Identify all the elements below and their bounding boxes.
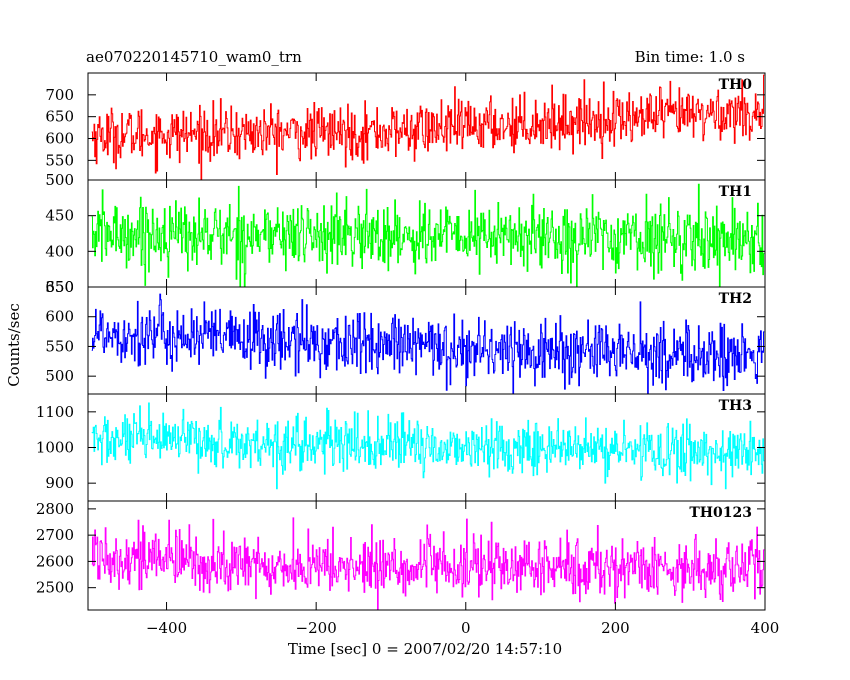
panel-th2: 500 550 600 650 TH2: [45, 278, 766, 395]
y-tick-label: 2700: [36, 526, 74, 544]
panel-frame: [87, 500, 766, 611]
x-tick-label: 400: [751, 619, 780, 637]
series-line-th2: [91, 293, 765, 394]
panel-th0: 550 600 650 700 TH0: [45, 72, 766, 181]
x-tick-label: 0: [461, 619, 471, 637]
panel-th3: 900 1000 1100 TH3: [36, 393, 766, 502]
y-tick-label: 600: [45, 308, 74, 326]
y-tick-label: 650: [45, 278, 74, 296]
chart-title: ae070220145710_wam0_trn: [86, 48, 302, 66]
y-tick-label: 550: [45, 337, 74, 355]
panel-label-th2: TH2: [719, 291, 752, 307]
y-tick-label: 2800: [36, 500, 74, 518]
x-axis: −400 −200 0 200 400: [146, 619, 779, 637]
y-tick-label: 1100: [36, 403, 74, 421]
panel-th0123: 2500 2600 2700 2800 TH0123: [36, 500, 766, 611]
panel-label-th0123: TH0123: [689, 505, 752, 521]
panel-label-th1: TH1: [719, 184, 752, 200]
y-tick-label: 500: [45, 171, 74, 189]
y-axis-label: Counts/sec: [5, 303, 23, 387]
panels-group: 550 600 650 700 TH0 350 400 450 500 TH1 500 550 600 6…: [36, 72, 766, 611]
panel-label-th0: TH0: [719, 77, 753, 93]
panel-label-th3: TH3: [719, 398, 752, 414]
x-tick-label: 200: [601, 619, 630, 637]
y-tick-label: 900: [45, 474, 74, 492]
y-tick-label: 400: [45, 242, 74, 260]
y-tick-label: 600: [45, 130, 74, 148]
series-line-th0123: [91, 517, 765, 610]
y-tick-label: 700: [45, 86, 74, 104]
x-tick-label: −400: [146, 619, 187, 637]
series-line-th1: [91, 183, 765, 287]
panel-th1: 350 400 450 500 TH1: [45, 171, 766, 296]
x-tick-label: −200: [296, 619, 337, 637]
series-line-th0: [91, 74, 765, 180]
bin-time-label: Bin time: 1.0 s: [635, 48, 745, 66]
y-tick-label: 650: [45, 108, 74, 126]
y-tick-label: 500: [45, 367, 74, 385]
y-tick-label: 550: [45, 151, 74, 169]
y-tick-label: 350: [45, 278, 74, 296]
series-line-th3: [91, 402, 765, 490]
y-tick-label: 2600: [36, 552, 74, 570]
y-tick-label: 450: [45, 207, 74, 225]
y-tick-label: 1000: [36, 439, 74, 457]
x-axis-label: Time [sec] 0 = 2007/02/20 14:57:10: [288, 640, 562, 658]
y-tick-label: 2500: [36, 579, 74, 597]
